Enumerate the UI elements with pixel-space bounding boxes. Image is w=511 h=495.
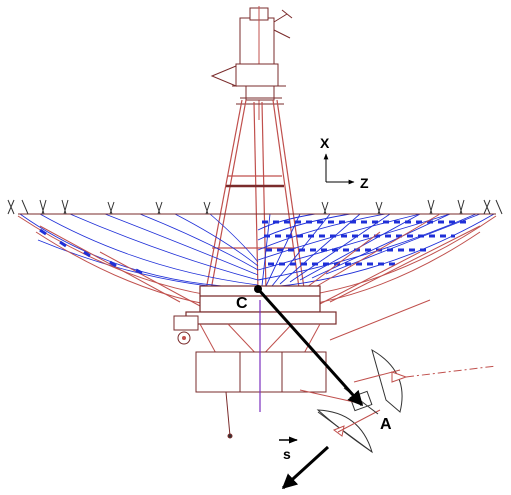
- dish-backup-structure: [17, 213, 497, 311]
- feed-cabin: [210, 6, 293, 120]
- rim-panels-left: [39, 228, 143, 275]
- dish-left-mesh: [19, 213, 259, 291]
- axes-xz-icon: [323, 153, 355, 185]
- point-a-label: A: [380, 416, 392, 433]
- axis-z-label: Z: [360, 175, 369, 191]
- rim-brackets: [7, 199, 503, 215]
- s-direction-arrow: [281, 445, 330, 490]
- pedestal-mount: [173, 299, 431, 439]
- dish-right-mesh: [257, 213, 495, 289]
- s-label: s: [283, 446, 291, 462]
- point-c-label: C: [236, 295, 248, 312]
- quadrupod-legs: [205, 99, 306, 296]
- feed-reflector-lower: [316, 409, 381, 454]
- feed-reflector-upper: [353, 348, 497, 413]
- axis-x-label: X: [320, 135, 330, 151]
- vector-c-to-a: [256, 287, 364, 407]
